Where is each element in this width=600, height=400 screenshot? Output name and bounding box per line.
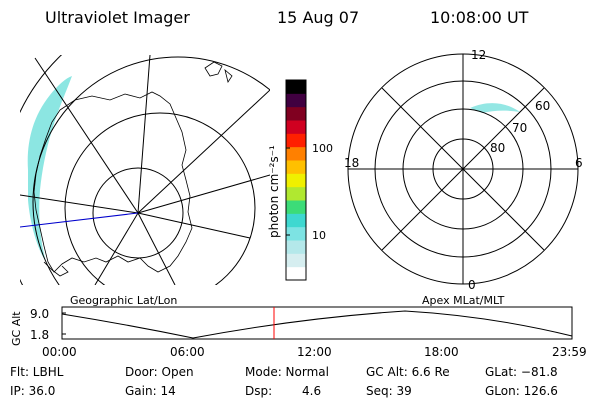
altitude-xtick-2359: 23:59 [552,345,587,359]
mlt-label-12: 12 [471,48,486,62]
altitude-xtick-1800: 18:00 [424,345,459,359]
filter-info: Flt: LBHL [10,365,64,379]
seq-info: Seq: 39 [366,384,412,398]
altitude-curve [61,310,573,339]
dsp-value: 4.6 [302,384,322,398]
geo-island [204,61,233,83]
geo-coastline [33,91,193,273]
time-label: 10:08:00 UT [430,8,529,27]
altitude-ylabel: GC Alt [10,311,23,346]
mlt-label-0: 0 [468,278,476,292]
altitude-plot: Geographic Lat/Lon Apex MLat/MLT 9.0 1.8… [10,294,587,359]
colorbar-tick-100: 100 [312,142,333,155]
colorbar-swatch [286,213,306,228]
instrument-title: Ultraviolet Imager [45,8,190,27]
glat-info: GLat: −81.8 [485,365,558,379]
altitude-plot-frame [61,306,573,340]
mlt-label-18: 18 [344,156,359,170]
mlat-label-70: 70 [512,121,527,135]
altitude-xtick-0000: 00:00 [42,345,77,359]
colorbar-swatch [286,160,306,174]
glon-info: GLon: 126.6 [485,384,558,398]
colorbar [285,79,307,281]
colorbar-swatch [286,226,306,241]
colorbar-swatch [286,240,306,254]
date-label: 15 Aug 07 [277,8,360,27]
altitude-ytick-9: 9.0 [30,307,49,321]
geo-graticule [20,55,270,285]
colorbar-swatch [286,120,306,134]
colorbar-swatch [286,146,306,161]
polar-plot: 12 0 18 6 60 70 80 [344,48,583,292]
polar-aurora [470,103,520,113]
gain-info: Gain: 14 [125,384,176,398]
gc-alt-info: GC Alt: 6.6 Re [366,365,450,379]
altitude-ytick-1.8: 1.8 [30,328,49,342]
geographic-map [20,55,270,285]
dsp-label: Dsp: [245,384,273,398]
geo-peninsula [43,261,69,277]
polar-plot-label: Apex MLat/MLT [422,294,505,307]
colorbar-swatch [286,200,306,214]
colorbar-unit-label: photon cm⁻²s⁻¹ [267,145,281,238]
colorbar-frame [285,79,307,281]
altitude-xtick-0600: 06:00 [170,345,205,359]
mlat-label-60: 60 [535,99,550,113]
colorbar-swatch [286,173,306,188]
colorbar-swatch [286,186,306,201]
colorbar-swatch [286,266,306,281]
mode-info: Mode: Normal [245,365,329,379]
altitude-xtick-1200: 12:00 [297,345,332,359]
geo-map-label: Geographic Lat/Lon [70,294,177,307]
colorbar-swatch [286,80,306,94]
colorbar-tick-10: 10 [312,229,326,242]
colorbar-swatch [286,106,306,121]
geo-aurora [27,76,73,262]
ip-info: IP: 36.0 [10,384,56,398]
mlt-label-6: 6 [575,156,583,170]
colorbar-swatch [286,93,306,108]
colorbar-swatch [286,133,306,148]
door-info: Door: Open [125,365,194,379]
mlat-label-80: 80 [490,141,505,155]
colorbar-swatch [286,253,306,268]
